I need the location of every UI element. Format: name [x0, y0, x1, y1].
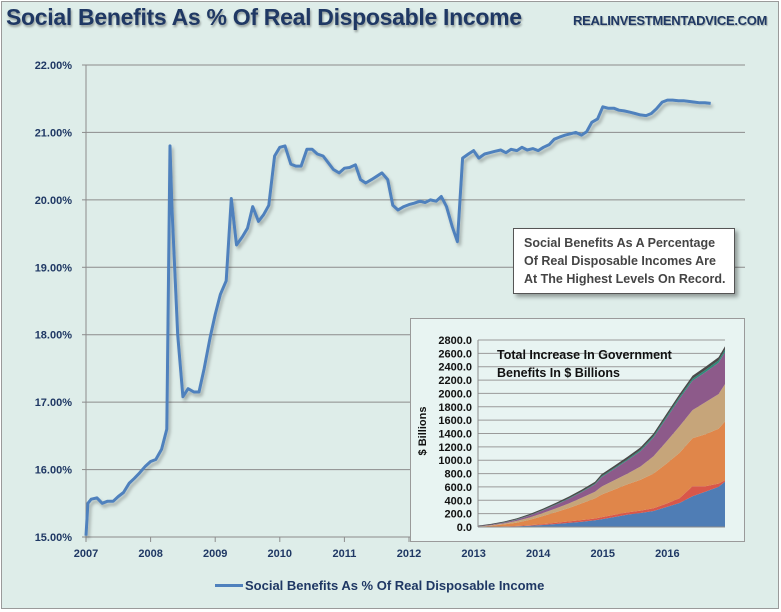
inset-title-line: Benefits In $ Billions: [497, 366, 620, 380]
inset-y-tick-label: 1200.0: [438, 442, 472, 454]
annotation-line: At The Highest Levels On Record.: [524, 272, 726, 286]
x-tick-label: 2016: [655, 548, 679, 560]
inset-axes: [477, 340, 725, 528]
inset-title-line: Total Increase In Government: [497, 348, 672, 362]
y-tick-label: 19.00%: [35, 262, 73, 274]
inset-y-tick-label: 1800.0: [438, 402, 472, 414]
inset-y-tick-label: 400.0: [444, 495, 472, 507]
series-line: [84, 98, 711, 536]
legend-swatch: [215, 584, 243, 587]
inset-area-layer-4: [478, 384, 725, 527]
inset-y-tick-label: 2200.0: [438, 375, 472, 387]
site-watermark: REALINVESTMENTADVICE.COM: [573, 13, 768, 28]
y-tick-label: 18.00%: [35, 330, 73, 342]
x-tick-label: 2007: [74, 548, 98, 560]
y-tick-label: 20.00%: [35, 195, 73, 207]
inset-y-tick-label: 600.0: [444, 482, 472, 494]
main-series-layer: [84, 98, 711, 536]
legend: Social Benefits As % Of Real Disposable …: [215, 578, 544, 593]
inset-y-tick-label: 1600.0: [438, 415, 472, 427]
inset-chart-title: Total Increase In Government Benefits In…: [497, 346, 672, 382]
main-x-axis-labels: 2007 2008 2009 2010 2011 2012 2013 2014 2015 2016: [74, 548, 680, 560]
y-tick-label: 15.00%: [35, 532, 73, 544]
x-tick-label: 2009: [203, 548, 227, 560]
inset-area-layer: [478, 346, 725, 527]
annotation-line: Social Benefits As A Percentage: [524, 236, 716, 250]
annotation-box: Social Benefits As A Percentage Of Real …: [513, 228, 735, 294]
main-y-axis-labels: 15.00% 16.00% 17.00% 18.00% 19.00% 20.00% 21.0…: [35, 60, 73, 544]
inset-y-tick-label: 200.0: [444, 509, 472, 521]
x-tick-label: 2014: [526, 548, 551, 560]
inset-y-tick-label: 800.0: [444, 469, 472, 481]
inset-y-tick-label: 2000.0: [438, 388, 472, 400]
x-tick-label: 2013: [461, 548, 485, 560]
y-tick-label: 21.00%: [35, 127, 73, 139]
y-tick-label: 22.00%: [35, 60, 73, 72]
inset-area-layer-3: [478, 421, 725, 527]
annotation-line: Of Real Disposable Incomes Are: [524, 254, 716, 268]
y-tick-label: 17.00%: [35, 397, 73, 409]
y-tick-label: 16.00%: [35, 465, 73, 477]
inset-y-tick-label: 2600.0: [438, 348, 472, 360]
inset-y-axis-title: $ Billions: [417, 407, 429, 456]
inset-y-tick-label: 1000.0: [438, 455, 472, 467]
inset-area-layer-1: [478, 481, 725, 527]
inset-y-tick-label: 1400.0: [438, 429, 472, 441]
chart-title: Social Benefits As % Of Real Disposable …: [6, 4, 522, 30]
inset-y-tick-label: 2400.0: [438, 362, 472, 374]
x-tick-label: 2011: [332, 548, 356, 560]
legend-label: Social Benefits As % Of Real Disposable …: [245, 578, 545, 593]
inset-y-tick-label: 0.0: [457, 522, 472, 534]
x-tick-label: 2008: [138, 548, 162, 560]
x-tick-label: 2015: [591, 548, 615, 560]
x-tick-label: 2010: [268, 548, 292, 560]
inset-area-layer-2: [478, 480, 725, 527]
x-tick-label: 2012: [397, 548, 421, 560]
inset-y-tick-label: 2800.0: [438, 335, 472, 347]
